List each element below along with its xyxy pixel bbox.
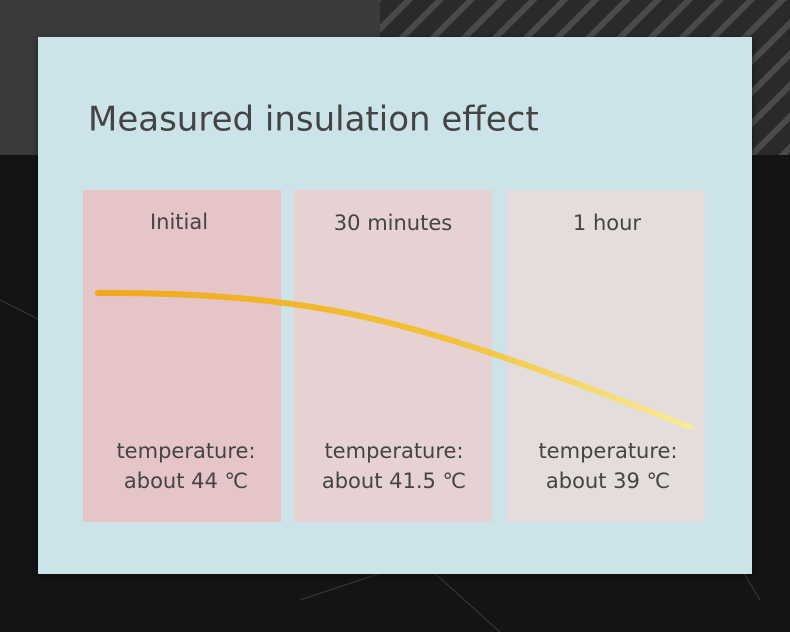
panel: [294, 190, 492, 522]
panel: [83, 190, 281, 522]
panel-label: 30 minutes: [334, 211, 452, 235]
temperature-line: temperature:: [538, 439, 677, 463]
temperature-line: about 41.5 ℃: [322, 469, 466, 493]
temperature-line: temperature:: [324, 439, 463, 463]
panel-label: Initial: [150, 210, 208, 234]
temperature-curve: [95, 290, 693, 430]
temperature-line: temperature:: [116, 439, 255, 463]
panel: [507, 190, 705, 522]
temperature-line: about 44 ℃: [124, 469, 248, 493]
panel-label: 1 hour: [573, 211, 642, 235]
title: Measured insulation effect: [88, 100, 539, 140]
temperature-line: about 39 ℃: [546, 469, 670, 493]
